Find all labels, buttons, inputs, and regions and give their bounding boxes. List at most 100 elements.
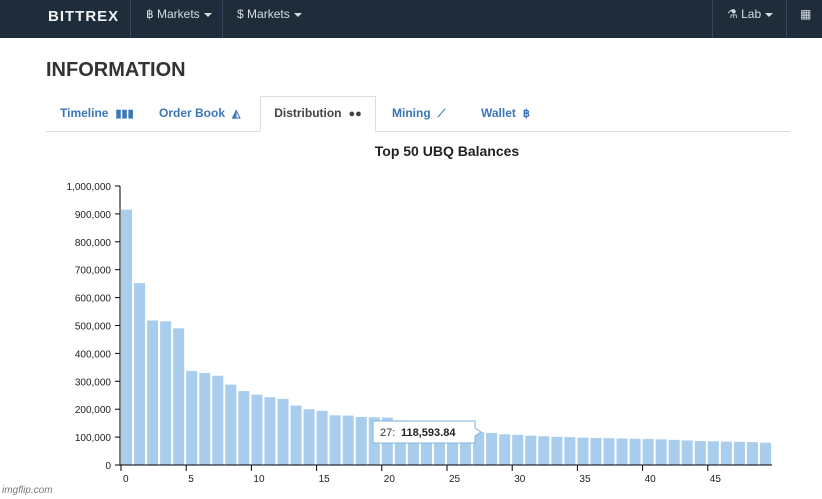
- x-tick-label: 15: [319, 474, 331, 485]
- bar: [707, 441, 719, 465]
- bar: [277, 398, 289, 465]
- tab-wallet[interactable]: Wallet ฿: [481, 97, 530, 130]
- y-tick-label: 700,000: [75, 266, 112, 277]
- line-chart-icon: ⟋: [437, 108, 446, 120]
- value-tooltip: 27: 118,593.84: [372, 420, 482, 444]
- bar: [629, 438, 641, 465]
- bitcoin-icon: ฿: [146, 7, 154, 21]
- tab-label: Timeline: [60, 106, 109, 120]
- nav-divider: [712, 0, 713, 38]
- bar-chart-icon: ▮▮▮: [115, 108, 134, 120]
- bar: [186, 370, 198, 465]
- bar: [173, 328, 185, 465]
- bar: [447, 427, 459, 465]
- y-tick-label: 900,000: [75, 210, 112, 221]
- tab-label: Wallet: [481, 106, 516, 120]
- bar: [121, 209, 133, 465]
- tab-order-book[interactable]: Order Book ◭: [159, 97, 240, 130]
- bar: [355, 417, 367, 465]
- x-tick-label: 5: [188, 474, 194, 485]
- bar: [473, 431, 485, 465]
- bar: [160, 321, 172, 465]
- bar: [681, 440, 693, 465]
- y-tick-label: 300,000: [75, 377, 112, 388]
- bar-series: [121, 209, 771, 465]
- tooltip-value: 118,593.84: [401, 427, 456, 439]
- calendar-button[interactable]: ▦: [800, 7, 811, 21]
- y-tick-label: 1,000,000: [67, 182, 112, 193]
- bar: [433, 425, 445, 465]
- bar: [238, 391, 250, 465]
- usd-markets-label: Markets: [247, 7, 290, 21]
- tooltip-index: 27:: [380, 427, 395, 439]
- btc-markets-label: Markets: [156, 7, 200, 21]
- bar: [251, 394, 263, 465]
- chart-title: Top 50 UBQ Balances: [374, 143, 520, 159]
- bar: [720, 441, 732, 465]
- tab-mining[interactable]: Mining ⟋: [392, 97, 445, 130]
- lab-label: Lab: [741, 7, 762, 21]
- flask-icon: ⚗: [727, 7, 738, 21]
- x-tick-label: 0: [123, 474, 129, 485]
- btc-markets-menu[interactable]: ฿ Markets: [146, 7, 212, 21]
- x-tick-label: 20: [384, 474, 396, 485]
- bar: [212, 375, 224, 465]
- y-tick-label: 0: [105, 461, 111, 472]
- bar: [486, 432, 498, 465]
- bar: [303, 409, 315, 465]
- x-tick-label: 10: [253, 474, 265, 485]
- y-tick-label: 500,000: [75, 322, 112, 333]
- bar: [147, 320, 159, 465]
- lab-menu[interactable]: ⚗ Lab: [727, 7, 774, 21]
- bar: [290, 405, 302, 465]
- x-tick-label: 35: [579, 474, 591, 485]
- bar: [225, 384, 237, 465]
- bar: [746, 442, 758, 465]
- bar: [538, 436, 550, 465]
- tooltip-box: [372, 420, 482, 444]
- x-tick-label: 25: [449, 474, 461, 485]
- bar: [564, 437, 576, 465]
- bar: [642, 439, 654, 465]
- bar: [551, 436, 563, 465]
- bar: [199, 372, 211, 465]
- chevron-down-icon: [293, 12, 302, 17]
- bar: [668, 439, 680, 465]
- x-tick-label: 45: [710, 474, 722, 485]
- x-axis: 0 5 10 15 20 25 30 35 40 45: [120, 464, 772, 485]
- bar: [264, 397, 276, 465]
- bar: [694, 441, 706, 465]
- usd-markets-menu[interactable]: $ Markets: [237, 7, 302, 21]
- tab-distribution[interactable]: Distribution ●●: [260, 96, 376, 132]
- bar: [577, 437, 589, 465]
- users-icon: ●●: [348, 108, 362, 120]
- bar: [460, 429, 472, 465]
- tab-timeline[interactable]: Timeline ▮▮▮: [60, 97, 134, 130]
- tab-label: Mining: [392, 106, 431, 120]
- bar: [316, 410, 328, 465]
- bitcoin-icon: ฿: [522, 108, 530, 120]
- y-tick-label: 600,000: [75, 294, 112, 305]
- tab-label: Order Book: [159, 106, 226, 120]
- x-tick-label: 30: [514, 474, 526, 485]
- calendar-icon: ▦: [800, 7, 812, 21]
- page-title: INFORMATION: [46, 59, 186, 81]
- y-tick-label: 800,000: [75, 238, 112, 249]
- area-chart-icon: ◭: [232, 108, 241, 120]
- dollar-icon: $: [237, 7, 244, 21]
- y-tick-label: 100,000: [75, 433, 112, 444]
- bar: [420, 423, 432, 465]
- nav-divider: [222, 0, 223, 38]
- bar: [603, 438, 615, 465]
- brand-logo[interactable]: BITTREX: [48, 8, 120, 25]
- chevron-down-icon: [765, 12, 774, 17]
- info-tabs: Timeline ▮▮▮ Order Book ◭ Distribution ●● M…: [46, 96, 790, 132]
- bar: [499, 434, 511, 465]
- bar: [733, 441, 745, 465]
- watermark: imgflip.com: [2, 485, 53, 496]
- tab-label: Distribution: [274, 106, 342, 120]
- bar: [655, 439, 667, 465]
- nav-divider: [786, 0, 787, 38]
- bar: [329, 415, 341, 465]
